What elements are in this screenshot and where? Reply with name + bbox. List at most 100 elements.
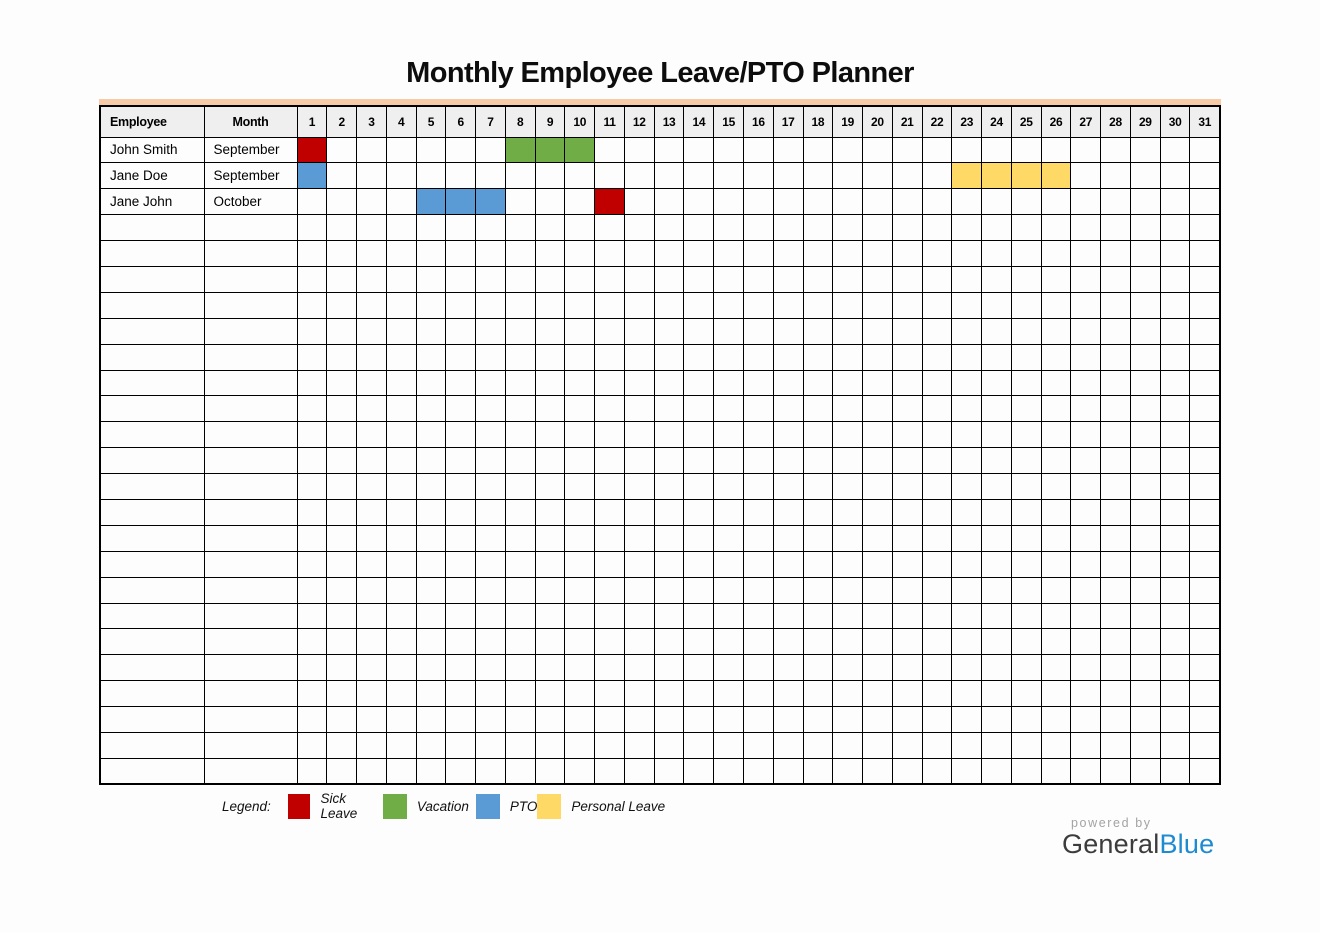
- day-cell: [623, 628, 655, 656]
- day-cell: [653, 524, 685, 552]
- day-cell: [1100, 706, 1131, 733]
- day-cell: [1189, 498, 1221, 526]
- day-cell: [891, 421, 923, 449]
- day-cell: [1159, 291, 1191, 319]
- day-cell: [1129, 188, 1161, 216]
- day-cell: [802, 240, 834, 267]
- day-cell: [951, 395, 983, 423]
- col-header-day-12: 12: [623, 105, 655, 138]
- table-row: [99, 369, 1221, 397]
- day-cell: [653, 240, 685, 267]
- employee-cell: Jane John: [99, 188, 205, 216]
- day-cell: [594, 498, 625, 526]
- day-cell: [564, 317, 596, 345]
- table-row: [99, 343, 1221, 371]
- day-cell: [415, 628, 447, 656]
- day-cell: [1189, 317, 1221, 345]
- day-cell: [564, 265, 596, 293]
- day-cell: [415, 343, 447, 371]
- employee-cell: [99, 602, 205, 630]
- day-cell: [326, 576, 358, 604]
- day-cell: [921, 576, 953, 604]
- day-cell: [1189, 731, 1221, 759]
- day-cell: [653, 447, 685, 475]
- day-cell: [1159, 240, 1191, 267]
- col-header-day-9: 9: [534, 105, 566, 138]
- day-cell: [742, 731, 774, 759]
- day-cell: [356, 343, 387, 371]
- day-cell: [564, 291, 596, 319]
- day-cell: [713, 757, 744, 785]
- day-cell: [296, 421, 328, 449]
- day-cell: [1189, 343, 1221, 371]
- day-cell: [951, 240, 983, 267]
- day-cell: [1159, 628, 1191, 656]
- day-cell: [951, 628, 983, 656]
- day-cell: [534, 757, 566, 785]
- employee-cell: [99, 628, 205, 656]
- day-cell: [385, 706, 417, 733]
- day-cell: [832, 136, 864, 164]
- day-cell: [653, 136, 685, 164]
- day-cell: [445, 240, 477, 267]
- day-cell: [326, 265, 358, 293]
- day-cell: [921, 447, 953, 475]
- day-cell: [862, 421, 893, 449]
- day-cell: [623, 498, 655, 526]
- day-cell: [1070, 757, 1102, 785]
- day-cell: [504, 240, 536, 267]
- month-cell: [203, 550, 298, 578]
- day-cell: [802, 447, 834, 475]
- pto-swatch: [475, 793, 500, 819]
- day-cell: [683, 602, 715, 630]
- day-cell: [683, 757, 715, 785]
- table-row: [99, 317, 1221, 345]
- day-cell: [415, 162, 447, 190]
- day-cell: [326, 421, 358, 449]
- month-cell: [203, 214, 298, 242]
- day-cell: [1040, 162, 1072, 190]
- col-header-day-24: 24: [981, 105, 1012, 138]
- day-cell: [623, 602, 655, 630]
- day-cell: [296, 343, 328, 371]
- day-cell: [623, 550, 655, 578]
- day-cell: [475, 576, 506, 604]
- day-cell: [564, 524, 596, 552]
- day-cell: [891, 524, 923, 552]
- day-cell: [981, 757, 1012, 785]
- day-cell: [713, 602, 744, 630]
- day-cell: [504, 291, 536, 319]
- day-cell: [1010, 680, 1042, 708]
- day-cell: [564, 240, 596, 267]
- day-cell: [891, 731, 923, 759]
- day-cell: [772, 654, 804, 682]
- day-cell: [445, 369, 477, 397]
- day-cell: [713, 628, 744, 656]
- day-cell: [594, 757, 625, 785]
- day-cell: [475, 602, 506, 630]
- day-cell: [415, 395, 447, 423]
- day-cell: [742, 136, 774, 164]
- day-cell: [862, 706, 893, 733]
- day-cell: [326, 731, 358, 759]
- day-cell: [683, 731, 715, 759]
- day-cell: [653, 214, 685, 242]
- day-cell: [296, 188, 328, 216]
- month-cell: [203, 240, 298, 267]
- day-cell: [1010, 473, 1042, 500]
- day-cell: [356, 369, 387, 397]
- day-cell: [653, 731, 685, 759]
- day-cell: [742, 550, 774, 578]
- col-header-day-4: 4: [385, 105, 417, 138]
- col-header-day-16: 16: [742, 105, 774, 138]
- day-cell: [1159, 265, 1191, 293]
- day-cell: [683, 291, 715, 319]
- day-cell: [1070, 369, 1102, 397]
- employee-cell: [99, 550, 205, 578]
- day-cell: [802, 214, 834, 242]
- day-cell: [1159, 602, 1191, 630]
- day-cell: [1129, 550, 1161, 578]
- col-header-day-3: 3: [356, 105, 387, 138]
- day-cell: [772, 524, 804, 552]
- day-cell: [921, 188, 953, 216]
